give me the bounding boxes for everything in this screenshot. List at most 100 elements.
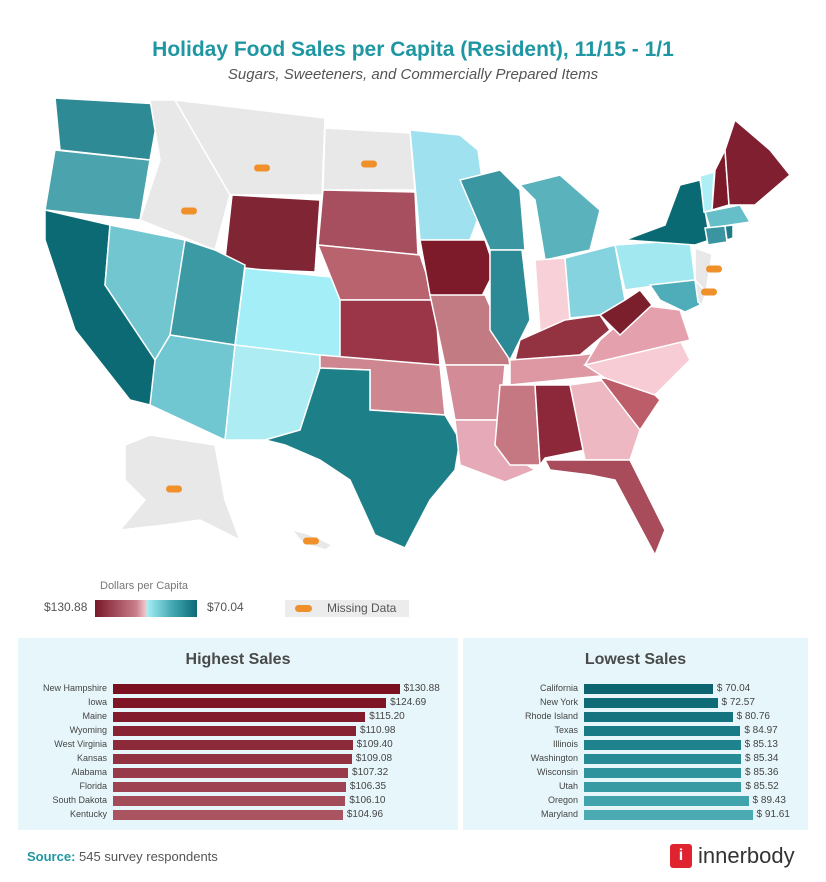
brand-name: innerbody xyxy=(698,843,795,868)
missing-data-label: Missing Data xyxy=(327,601,397,615)
bar-category-label: Iowa xyxy=(87,697,107,707)
state-mississippi xyxy=(494,384,541,466)
state-massachusetts xyxy=(704,204,752,229)
bar xyxy=(584,698,718,708)
bar-category-label: Illinois xyxy=(552,739,578,749)
state-north-dakota xyxy=(322,127,416,191)
bar-value-label: $ 85.52 xyxy=(745,781,779,792)
bar xyxy=(113,698,387,708)
state-delaware xyxy=(693,277,707,307)
bar xyxy=(584,768,742,778)
missing-data-marker xyxy=(701,288,717,296)
bar xyxy=(113,768,349,778)
bar-value-label: $ 89.43 xyxy=(752,795,786,806)
state-maryland xyxy=(648,279,701,313)
state-wyoming xyxy=(223,194,321,273)
bar-value-label: $ 70.04 xyxy=(716,683,751,694)
legend-gradient xyxy=(95,600,197,617)
bar-value-label: $ 84.97 xyxy=(744,725,778,736)
bar xyxy=(113,810,343,820)
missing-data-marker xyxy=(166,485,182,493)
state-michigan xyxy=(518,174,601,261)
bar-category-label: California xyxy=(539,683,578,693)
state-georgia xyxy=(569,379,641,461)
bar-value-label: $ 91.61 xyxy=(756,809,790,820)
bar xyxy=(113,740,353,750)
bar-category-label: Alabama xyxy=(71,767,107,777)
bar xyxy=(113,684,400,694)
state-alabama xyxy=(534,384,586,468)
state-wisconsin xyxy=(458,169,526,251)
legend-low-label: $70.04 xyxy=(207,600,244,614)
highest-sales-panel: Highest Sales New Hampshire $130.88 Iowa $1… xyxy=(18,638,458,830)
bar-value-label: $106.10 xyxy=(349,795,386,806)
bar-value-label: $106.35 xyxy=(349,781,387,792)
bar-value-label: $ 85.34 xyxy=(745,753,779,764)
bar xyxy=(584,684,713,694)
lowest-sales-title: Lowest Sales xyxy=(584,651,687,668)
bar-value-label: $107.32 xyxy=(352,767,389,778)
missing-data-marker xyxy=(706,265,722,273)
bar-category-label: Wisconsin xyxy=(536,767,578,777)
lowest-sales-panel: Lowest Sales California $ 70.04 New York $ … xyxy=(463,638,808,830)
bar-value-label: $ 85.13 xyxy=(744,739,778,750)
state-south-dakota xyxy=(317,189,419,256)
bar-category-label: Utah xyxy=(558,781,578,791)
bar-category-label: New York xyxy=(539,697,578,707)
bar xyxy=(584,796,749,806)
state-oregon xyxy=(44,149,151,221)
bar-category-label: Texas xyxy=(554,725,578,735)
bar-value-label: $ 72.57 xyxy=(721,697,755,708)
bar-category-label: Washington xyxy=(530,753,578,763)
page-subtitle: Sugars, Sweeteners, and Commercially Pre… xyxy=(227,66,599,83)
page-title: Holiday Food Sales per Capita (Resident)… xyxy=(152,38,674,61)
state-washington xyxy=(54,97,161,161)
bar xyxy=(113,754,352,764)
state-rhode-island xyxy=(724,224,734,241)
missing-data-marker xyxy=(303,537,319,545)
bar-category-label: Kansas xyxy=(76,753,107,763)
source-note: Source: 545 survey respondents xyxy=(27,849,218,864)
bar-category-label: Maine xyxy=(82,711,107,721)
bar-value-label: $104.96 xyxy=(346,809,384,820)
bar-value-label: $109.08 xyxy=(355,753,393,764)
us-choropleth-map xyxy=(44,97,792,557)
info-i-icon: i xyxy=(670,844,692,868)
state-texas xyxy=(262,367,461,549)
bar-category-label: Rhode Island xyxy=(524,711,578,721)
brand-logo: i innerbody xyxy=(670,843,795,869)
bar-category-label: Maryland xyxy=(540,809,578,819)
source-label: Source: xyxy=(27,849,76,864)
bar xyxy=(113,782,346,792)
bar xyxy=(584,740,741,750)
bar xyxy=(584,726,741,736)
missing-data-marker xyxy=(254,164,270,172)
bar xyxy=(584,754,742,764)
bar-category-label: New Hampshire xyxy=(42,683,107,693)
highest-sales-title: Highest Sales xyxy=(185,651,291,668)
bar-category-label: Kentucky xyxy=(69,809,107,819)
state-kansas xyxy=(339,299,441,366)
state-arizona xyxy=(149,334,236,442)
missing-marker-icon xyxy=(295,605,312,612)
missing-data-marker xyxy=(181,207,197,215)
legend-title: Dollars per Capita xyxy=(100,580,189,592)
state-maine xyxy=(724,118,792,206)
legend-high-label: $130.88 xyxy=(44,600,88,614)
bar-category-label: Oregon xyxy=(547,795,578,805)
bar xyxy=(584,782,742,792)
state-florida xyxy=(543,459,666,557)
missing-data-legend: Missing Data xyxy=(285,600,409,617)
bar-value-label: $109.40 xyxy=(356,739,393,750)
state-west-virginia xyxy=(598,288,654,337)
bar-category-label: Wyoming xyxy=(69,725,107,735)
bar xyxy=(113,712,366,722)
source-text: 545 survey respondents xyxy=(79,849,218,864)
bar-category-label: Florida xyxy=(79,781,107,791)
bar-value-label: $115.20 xyxy=(369,711,405,722)
state-new-york xyxy=(624,179,711,246)
bar-value-label: $ 85.36 xyxy=(745,767,779,778)
state-iowa xyxy=(419,239,496,301)
bar-value-label: $130.88 xyxy=(403,683,440,694)
bar-value-label: $110.98 xyxy=(360,725,396,736)
